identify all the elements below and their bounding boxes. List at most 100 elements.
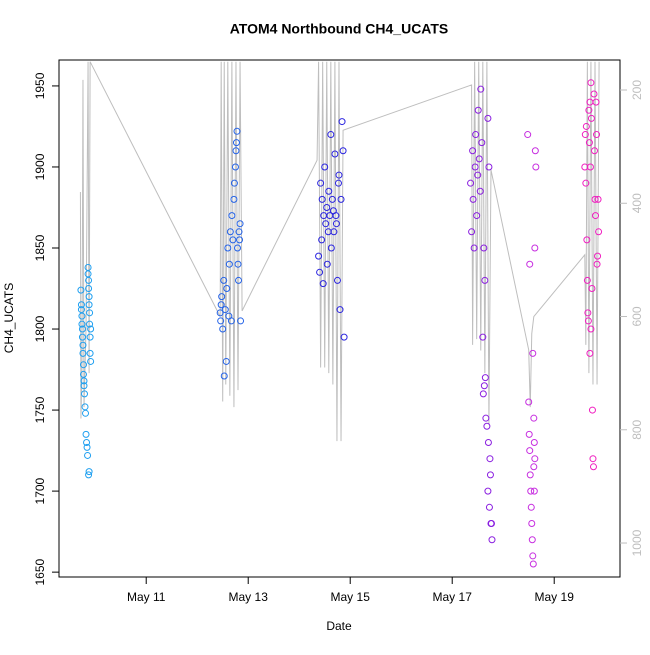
data-point [527, 503, 535, 511]
data-point [584, 309, 592, 317]
data-point [234, 260, 242, 268]
data-point [526, 447, 534, 455]
data-point [585, 139, 593, 147]
plot-area [77, 61, 603, 568]
data-point [81, 390, 88, 398]
x-tick-label: May 11 [127, 590, 166, 604]
data-point [480, 244, 488, 252]
data-point [339, 147, 347, 155]
data-point [582, 179, 590, 187]
data-point [330, 228, 338, 236]
data-point [318, 236, 326, 244]
data-point [529, 560, 537, 568]
data-point [595, 228, 603, 236]
data-point [236, 236, 244, 244]
data-point [332, 212, 340, 220]
y2-tick-label: 600 [630, 306, 644, 326]
data-point [228, 212, 236, 220]
data-point [84, 451, 92, 459]
data-point [327, 244, 335, 252]
y-tick-label: 1700 [33, 477, 47, 504]
data-point [79, 349, 87, 357]
data-point [594, 252, 602, 260]
data-point [531, 455, 539, 463]
data-point [216, 309, 224, 317]
data-point [529, 349, 537, 357]
data-point [469, 147, 477, 155]
data-point [79, 341, 87, 349]
data-point [232, 147, 240, 155]
data-point [585, 106, 593, 114]
data-point [223, 285, 231, 293]
data-point [81, 403, 89, 411]
data-point [485, 163, 493, 171]
data-point [531, 147, 539, 155]
data-point [232, 139, 240, 147]
data-point [587, 114, 595, 122]
data-point [333, 276, 341, 284]
data-point [530, 414, 538, 422]
data-point [86, 333, 94, 341]
data-point [527, 487, 535, 495]
y-axis-label: CH4_UCATS [2, 283, 16, 353]
data-point [77, 286, 85, 294]
data-point [581, 131, 589, 139]
data-point [84, 263, 92, 271]
data-point [334, 179, 342, 187]
data-point [332, 220, 340, 228]
data-point [227, 317, 235, 325]
data-point [222, 357, 230, 365]
data-point [586, 349, 594, 357]
data-point [336, 306, 344, 314]
x-tick-label: May 15 [331, 590, 371, 604]
data-point [480, 382, 488, 390]
data-point [475, 155, 483, 163]
data-point [483, 422, 491, 430]
chart-title: ATOM4 Northbound CH4_UCATS [230, 21, 449, 37]
data-point [319, 280, 327, 288]
data-point [235, 228, 243, 236]
data-point [591, 195, 599, 203]
data-point [469, 195, 477, 203]
data-point [82, 409, 90, 417]
data-point [589, 463, 597, 471]
data-point [77, 301, 85, 309]
data-point [79, 361, 87, 369]
data-point [528, 536, 536, 544]
data-point [592, 98, 600, 106]
y2-tick-label: 400 [630, 193, 644, 213]
data-point [479, 333, 487, 341]
data-point [531, 244, 539, 252]
data-point [530, 438, 538, 446]
data-point [583, 276, 591, 284]
data-point [233, 127, 241, 135]
data-point [482, 414, 490, 422]
data-point [589, 455, 597, 463]
data-point [77, 306, 85, 314]
data-point [587, 325, 595, 333]
data-point [220, 372, 228, 380]
data-point [78, 320, 86, 328]
data-point [525, 398, 533, 406]
data-point [78, 312, 86, 320]
y-tick-label: 1650 [33, 558, 47, 585]
data-point [532, 163, 540, 171]
data-point [335, 171, 343, 179]
data-point [526, 260, 534, 268]
data-point [83, 443, 91, 451]
data-point [588, 285, 596, 293]
data-point [474, 171, 482, 179]
data-point [524, 131, 532, 139]
data-point [85, 471, 93, 479]
data-point [85, 285, 93, 293]
data-point [484, 487, 492, 495]
data-point [78, 333, 86, 341]
data-point [226, 228, 234, 236]
data-point [86, 309, 94, 317]
data-point [526, 471, 534, 479]
data-point [337, 195, 345, 203]
pressure-line [79, 61, 600, 442]
data-point [230, 195, 238, 203]
data-point [219, 325, 227, 333]
